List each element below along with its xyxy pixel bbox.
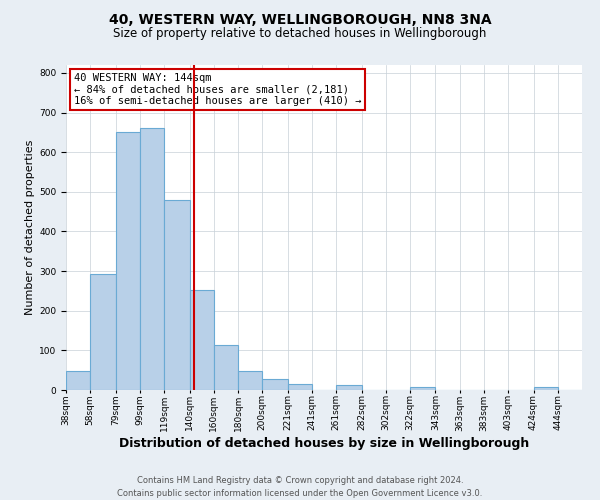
Bar [410,387,436,390]
Bar [238,371,262,390]
Bar [262,379,287,390]
Text: 40 WESTERN WAY: 144sqm
← 84% of detached houses are smaller (2,181)
16% of semi-: 40 WESTERN WAY: 144sqm ← 84% of detached… [74,73,361,106]
Bar [533,387,558,390]
Bar [214,345,238,390]
Bar [287,384,312,390]
Y-axis label: Number of detached properties: Number of detached properties [25,140,35,315]
Text: Contains HM Land Registry data © Crown copyright and database right 2024.
Contai: Contains HM Land Registry data © Crown c… [118,476,482,498]
Bar [190,290,214,390]
Text: Size of property relative to detached houses in Wellingborough: Size of property relative to detached ho… [113,28,487,40]
Bar [140,128,164,390]
X-axis label: Distribution of detached houses by size in Wellingborough: Distribution of detached houses by size … [119,438,529,450]
Bar [66,372,90,390]
Bar [90,274,116,390]
Bar [164,200,190,390]
Text: 40, WESTERN WAY, WELLINGBOROUGH, NN8 3NA: 40, WESTERN WAY, WELLINGBOROUGH, NN8 3NA [109,12,491,26]
Bar [336,385,362,390]
Bar [116,132,140,390]
